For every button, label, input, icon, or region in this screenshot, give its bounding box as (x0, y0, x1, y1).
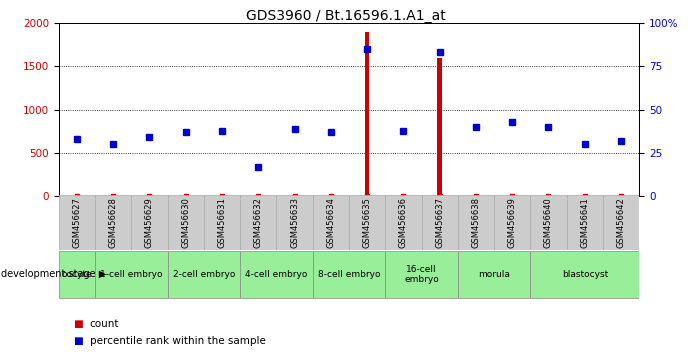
Bar (457, 195, 494, 250)
Bar (583, 195, 587, 196)
Bar (204, 195, 240, 250)
Text: GSM456638: GSM456638 (471, 196, 480, 248)
Bar (385, 251, 457, 298)
Text: GSM456629: GSM456629 (145, 197, 154, 247)
Bar (494, 195, 530, 250)
Text: development stage ▶: development stage ▶ (1, 269, 106, 279)
Bar (111, 194, 115, 196)
Bar (457, 251, 530, 298)
Text: GSM456635: GSM456635 (363, 197, 372, 247)
Text: 1-cell embryo: 1-cell embryo (100, 270, 162, 279)
Text: GDS3960 / Bt.16596.1.A1_at: GDS3960 / Bt.16596.1.A1_at (245, 9, 446, 23)
Text: GSM456637: GSM456637 (435, 196, 444, 248)
Bar (147, 194, 151, 196)
Text: 4-cell embryo: 4-cell embryo (245, 270, 307, 279)
Bar (567, 195, 603, 250)
Bar (510, 194, 514, 196)
Bar (401, 194, 406, 196)
Bar (256, 195, 261, 196)
Bar (59, 195, 95, 250)
Text: GSM456632: GSM456632 (254, 197, 263, 247)
Text: 2-cell embryo: 2-cell embryo (173, 270, 235, 279)
Bar (312, 195, 349, 250)
Text: GSM456631: GSM456631 (218, 197, 227, 247)
Bar (59, 251, 95, 298)
Text: GSM456636: GSM456636 (399, 196, 408, 248)
Bar (220, 194, 224, 196)
Text: GSM456634: GSM456634 (326, 197, 335, 247)
Text: GSM456642: GSM456642 (616, 197, 625, 247)
Text: GSM456639: GSM456639 (508, 197, 517, 247)
Text: GSM456628: GSM456628 (108, 197, 117, 247)
Text: ■: ■ (73, 319, 82, 329)
Bar (292, 195, 296, 196)
Text: 16-cell
embryo: 16-cell embryo (404, 265, 439, 284)
Bar (474, 195, 478, 196)
Bar (619, 194, 623, 196)
Text: oocyte: oocyte (61, 270, 92, 279)
Bar (312, 251, 385, 298)
Bar (184, 194, 188, 196)
Bar (95, 195, 131, 250)
Text: GSM456627: GSM456627 (73, 197, 82, 247)
Bar (365, 32, 369, 196)
Text: GSM456640: GSM456640 (544, 197, 553, 247)
Bar (240, 251, 312, 298)
Bar (349, 195, 385, 250)
Text: GSM456641: GSM456641 (580, 197, 589, 247)
Bar (131, 195, 167, 250)
Bar (530, 195, 567, 250)
Bar (329, 195, 333, 196)
Bar (240, 195, 276, 250)
Text: blastocyst: blastocyst (562, 270, 608, 279)
Bar (547, 194, 551, 196)
Bar (422, 195, 457, 250)
Bar (385, 195, 422, 250)
Bar (276, 195, 312, 250)
Bar (95, 251, 167, 298)
Text: morula: morula (478, 270, 510, 279)
Bar (530, 251, 639, 298)
Text: percentile rank within the sample: percentile rank within the sample (90, 336, 266, 346)
Text: count: count (90, 319, 120, 329)
Bar (603, 195, 639, 250)
Bar (167, 195, 204, 250)
Text: 8-cell embryo: 8-cell embryo (318, 270, 380, 279)
Bar (167, 251, 240, 298)
Text: GSM456633: GSM456633 (290, 196, 299, 248)
Text: GSM456630: GSM456630 (181, 197, 190, 247)
Bar (437, 58, 442, 196)
Bar (75, 194, 79, 196)
Text: ■: ■ (73, 336, 82, 346)
